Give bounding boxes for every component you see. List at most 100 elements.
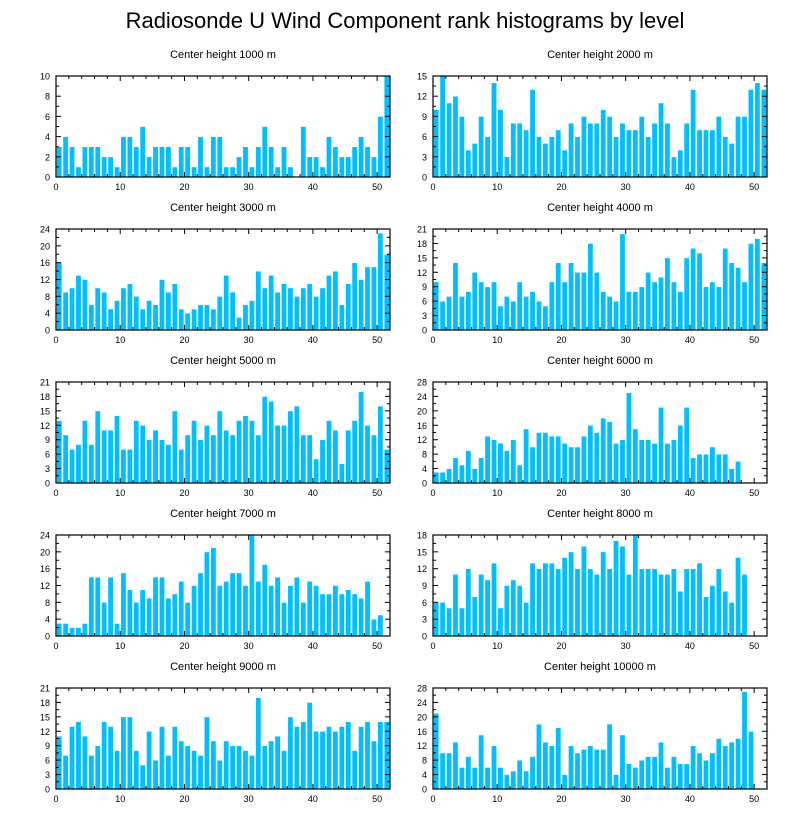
histogram-bar	[165, 755, 172, 790]
histogram-bar	[735, 267, 742, 331]
y-tick-label: 0	[422, 326, 427, 336]
histogram-bar	[600, 291, 607, 331]
histogram-bar	[535, 300, 542, 331]
histogram-bar	[94, 410, 101, 484]
histogram-bar	[645, 439, 652, 484]
histogram-bar	[107, 308, 114, 331]
histogram-bar	[152, 146, 159, 178]
histogram-bar	[683, 257, 690, 331]
histogram-bar	[574, 446, 581, 484]
histogram-bar	[223, 580, 230, 637]
histogram-bar	[478, 457, 485, 484]
histogram-bar	[529, 446, 536, 484]
histogram-bar	[229, 572, 236, 637]
histogram-bar	[133, 146, 140, 178]
histogram-bar	[62, 623, 69, 637]
histogram-bar	[548, 281, 555, 331]
histogram-bar	[491, 745, 498, 790]
x-tick-label: 10	[492, 641, 502, 651]
y-tick-label: 24	[417, 698, 427, 708]
histogram-bar	[696, 752, 703, 790]
histogram-bar	[268, 146, 275, 178]
histogram-bar	[722, 745, 729, 790]
y-tick-label: 0	[422, 479, 427, 489]
histogram-bar	[287, 166, 294, 178]
histogram-bar	[702, 453, 709, 484]
y-tick-label: 20	[40, 547, 50, 557]
histogram-bar	[690, 568, 697, 637]
histogram-bar	[702, 596, 709, 637]
histogram-bar	[313, 296, 320, 331]
histogram-bar	[619, 122, 626, 178]
y-tick-label: 15	[417, 253, 427, 263]
histogram-bar	[510, 122, 517, 178]
y-tick-label: 20	[40, 241, 50, 251]
histogram-bar	[184, 434, 191, 484]
histogram-bar	[587, 122, 594, 178]
histogram-bar	[690, 247, 697, 331]
x-tick-label: 40	[685, 641, 695, 651]
histogram-bar	[178, 740, 185, 790]
histogram-bar	[300, 602, 307, 637]
histogram-bar	[364, 266, 371, 331]
histogram-bar	[715, 286, 722, 331]
histogram-bar	[101, 602, 108, 637]
x-tick-label: 40	[685, 182, 695, 192]
histogram-bar	[364, 424, 371, 484]
histogram-bar	[439, 752, 446, 790]
histogram-bar	[165, 444, 172, 484]
histogram-bar	[722, 247, 729, 331]
x-tick-label: 40	[685, 335, 695, 345]
y-tick-label: 16	[417, 421, 427, 431]
histogram-bar	[645, 568, 652, 637]
histogram-bar	[619, 439, 626, 484]
histogram-bar	[696, 252, 703, 331]
histogram-bar	[81, 146, 88, 178]
y-tick-label: 4	[45, 309, 50, 319]
histogram-bar	[268, 740, 275, 790]
histogram-bar	[62, 434, 69, 484]
y-tick-label: 24	[40, 531, 50, 541]
histogram-bar	[358, 726, 365, 790]
y-tick-label: 16	[40, 564, 50, 574]
x-tick-label: 50	[749, 794, 759, 804]
histogram-bar	[677, 291, 684, 331]
histogram-bar	[126, 449, 133, 484]
histogram-bar	[484, 136, 491, 178]
histogram-bar	[139, 424, 146, 484]
histogram-bar	[107, 156, 114, 178]
y-tick-label: 4	[45, 615, 50, 625]
x-tick-label: 40	[308, 182, 318, 192]
histogram-bar	[690, 745, 697, 790]
histogram-panel: Center height 1000 m 0 2 4 6 8 10 0 10 20 30 40 50	[40, 49, 391, 192]
histogram-bar	[722, 453, 729, 484]
x-tick-label: 40	[308, 794, 318, 804]
histogram-bar	[184, 146, 191, 178]
histogram-bar	[446, 607, 453, 637]
histogram-bar	[255, 270, 262, 331]
histogram-bar	[561, 281, 568, 331]
histogram-bar	[606, 723, 613, 790]
histogram-bar	[754, 82, 761, 178]
histogram-bar	[484, 435, 491, 484]
histogram-bar	[229, 291, 236, 331]
histogram-bar	[696, 453, 703, 484]
histogram-bar	[338, 726, 345, 790]
y-tick-label: 4	[45, 132, 50, 142]
x-tick-label: 20	[556, 488, 566, 498]
x-tick-label: 10	[492, 335, 502, 345]
histogram-bar	[158, 726, 165, 790]
histogram-bar	[69, 726, 76, 790]
histogram-bar	[439, 75, 446, 178]
histogram-bar	[664, 257, 671, 331]
histogram-bar	[293, 296, 300, 331]
y-tick-label: 6	[45, 450, 50, 460]
histogram-bar	[568, 745, 575, 790]
histogram-bar	[638, 759, 645, 790]
x-tick-label: 0	[53, 641, 58, 651]
histogram-bar	[377, 405, 384, 484]
y-tick-label: 21	[40, 378, 50, 388]
histogram-bar	[319, 166, 326, 178]
histogram-bar	[561, 557, 568, 637]
histogram-bar	[345, 589, 352, 637]
